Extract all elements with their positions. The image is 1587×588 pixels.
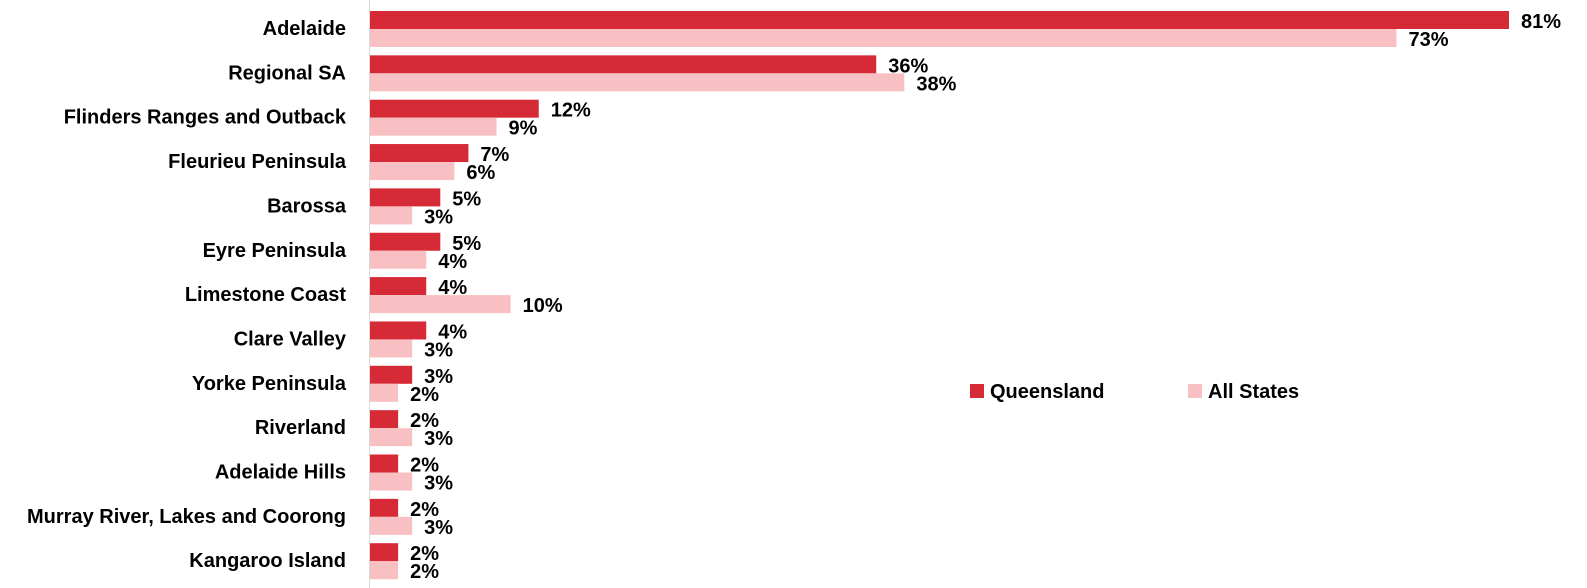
value-label-queensland-yorke-peninsula: 3% [424, 366, 453, 388]
bar-queensland-adelaide-hills [370, 454, 399, 473]
value-label-all-states-adelaide: 73% [1409, 29, 1449, 51]
bar-queensland-regional-sa [370, 55, 877, 74]
bar-queensland-riverland [370, 410, 399, 429]
value-label-queensland-clare-valley: 4% [438, 321, 467, 343]
category-label-eyre-peninsula: Eyre Peninsula [203, 240, 347, 262]
category-label-yorke-peninsula: Yorke Peninsula [192, 373, 347, 395]
value-label-all-states-kangaroo-island: 2% [410, 561, 439, 583]
bar-all-states-regional-sa [370, 73, 905, 92]
bar-all-states-limestone-coast [370, 295, 511, 314]
bar-queensland-barossa [370, 188, 441, 207]
bar-all-states-riverland [370, 428, 413, 447]
labels-layer: Adelaide 81% 73% Regional SA 36%38% Flinders … [27, 11, 1561, 583]
category-label-flinders-ranges-and-outback: Flinders Ranges and Outback [64, 107, 347, 129]
bar-all-states-murray-river-lakes-and-coorong [370, 516, 413, 535]
category-label-adelaide-hills: Adelaide Hills [215, 462, 346, 484]
value-label-queensland-kangaroo-island: 2% [410, 543, 439, 565]
legend-swatch-queensland [970, 384, 984, 398]
category-label-kangaroo-island: Kangaroo Island [189, 550, 346, 572]
value-label-queensland-murray-river-lakes-and-coorong: 2% [410, 499, 439, 521]
value-label-all-states-murray-river-lakes-and-coorong: 3% [424, 517, 453, 539]
value-label-all-states-clare-valley: 3% [424, 339, 453, 361]
value-label-queensland-adelaide-hills: 2% [410, 455, 439, 477]
legend-label-queensland: Queensland [990, 381, 1104, 403]
category-label-adelaide: Adelaide [263, 18, 346, 40]
bar-all-states-clare-valley [370, 339, 413, 358]
bar-all-states-fleurieu-peninsula [370, 162, 455, 181]
value-label-queensland-riverland: 2% [410, 410, 439, 432]
value-label-queensland-adelaide: 81% [1521, 11, 1561, 33]
legend-swatch-all-states [1188, 384, 1202, 398]
value-label-all-states-riverland: 3% [424, 428, 453, 450]
category-label-regional-sa: Regional SA [228, 62, 346, 84]
category-label-limestone-coast: Limestone Coast [185, 284, 346, 306]
value-label-all-states-regional-sa: 38% [916, 73, 956, 95]
bar-queensland-flinders-ranges-and-outback [370, 99, 539, 118]
bar-queensland-kangaroo-island [370, 543, 399, 562]
value-label-all-states-eyre-peninsula: 4% [438, 251, 467, 273]
bar-all-states-flinders-ranges-and-outback [370, 117, 497, 136]
category-label-barossa: Barossa [267, 195, 347, 217]
value-label-queensland-barossa: 5% [452, 188, 481, 210]
value-label-all-states-yorke-peninsula: 2% [410, 384, 439, 406]
bar-queensland-murray-river-lakes-and-coorong [370, 498, 399, 517]
category-label-fleurieu-peninsula: Fleurieu Peninsula [168, 151, 347, 173]
legend: Queensland All States [970, 381, 1299, 403]
bar-all-states-barossa [370, 206, 413, 225]
bar-queensland-clare-valley [370, 321, 427, 340]
value-label-all-states-barossa: 3% [424, 206, 453, 228]
value-label-all-states-limestone-coast: 10% [523, 295, 563, 317]
bar-all-states-adelaide [370, 29, 1397, 47]
category-label-clare-valley: Clare Valley [234, 328, 347, 350]
bar-queensland-fleurieu-peninsula [370, 144, 469, 163]
bar-all-states-kangaroo-island [370, 561, 399, 580]
bar-all-states-adelaide-hills [370, 472, 413, 491]
value-label-queensland-limestone-coast: 4% [438, 277, 467, 299]
value-label-queensland-flinders-ranges-and-outback: 12% [551, 100, 591, 122]
bar-queensland-yorke-peninsula [370, 365, 413, 384]
value-label-queensland-eyre-peninsula: 5% [452, 233, 481, 255]
category-label-riverland: Riverland [255, 417, 346, 439]
value-label-queensland-regional-sa: 36% [888, 55, 928, 77]
value-label-all-states-adelaide-hills: 3% [424, 473, 453, 495]
bar-queensland-limestone-coast [370, 277, 427, 296]
bars-layer [370, 11, 1509, 580]
legend-label-all-states: All States [1208, 381, 1299, 403]
value-label-all-states-flinders-ranges-and-outback: 9% [509, 118, 538, 140]
value-label-queensland-fleurieu-peninsula: 7% [480, 144, 509, 166]
bar-queensland-eyre-peninsula [370, 232, 441, 251]
bar-all-states-eyre-peninsula [370, 250, 427, 269]
bar-all-states-yorke-peninsula [370, 383, 399, 402]
bar-queensland-adelaide [370, 11, 1509, 29]
category-label-murray-river-lakes-and-coorong: Murray River, Lakes and Coorong [27, 506, 346, 528]
value-label-all-states-fleurieu-peninsula: 6% [466, 162, 495, 184]
